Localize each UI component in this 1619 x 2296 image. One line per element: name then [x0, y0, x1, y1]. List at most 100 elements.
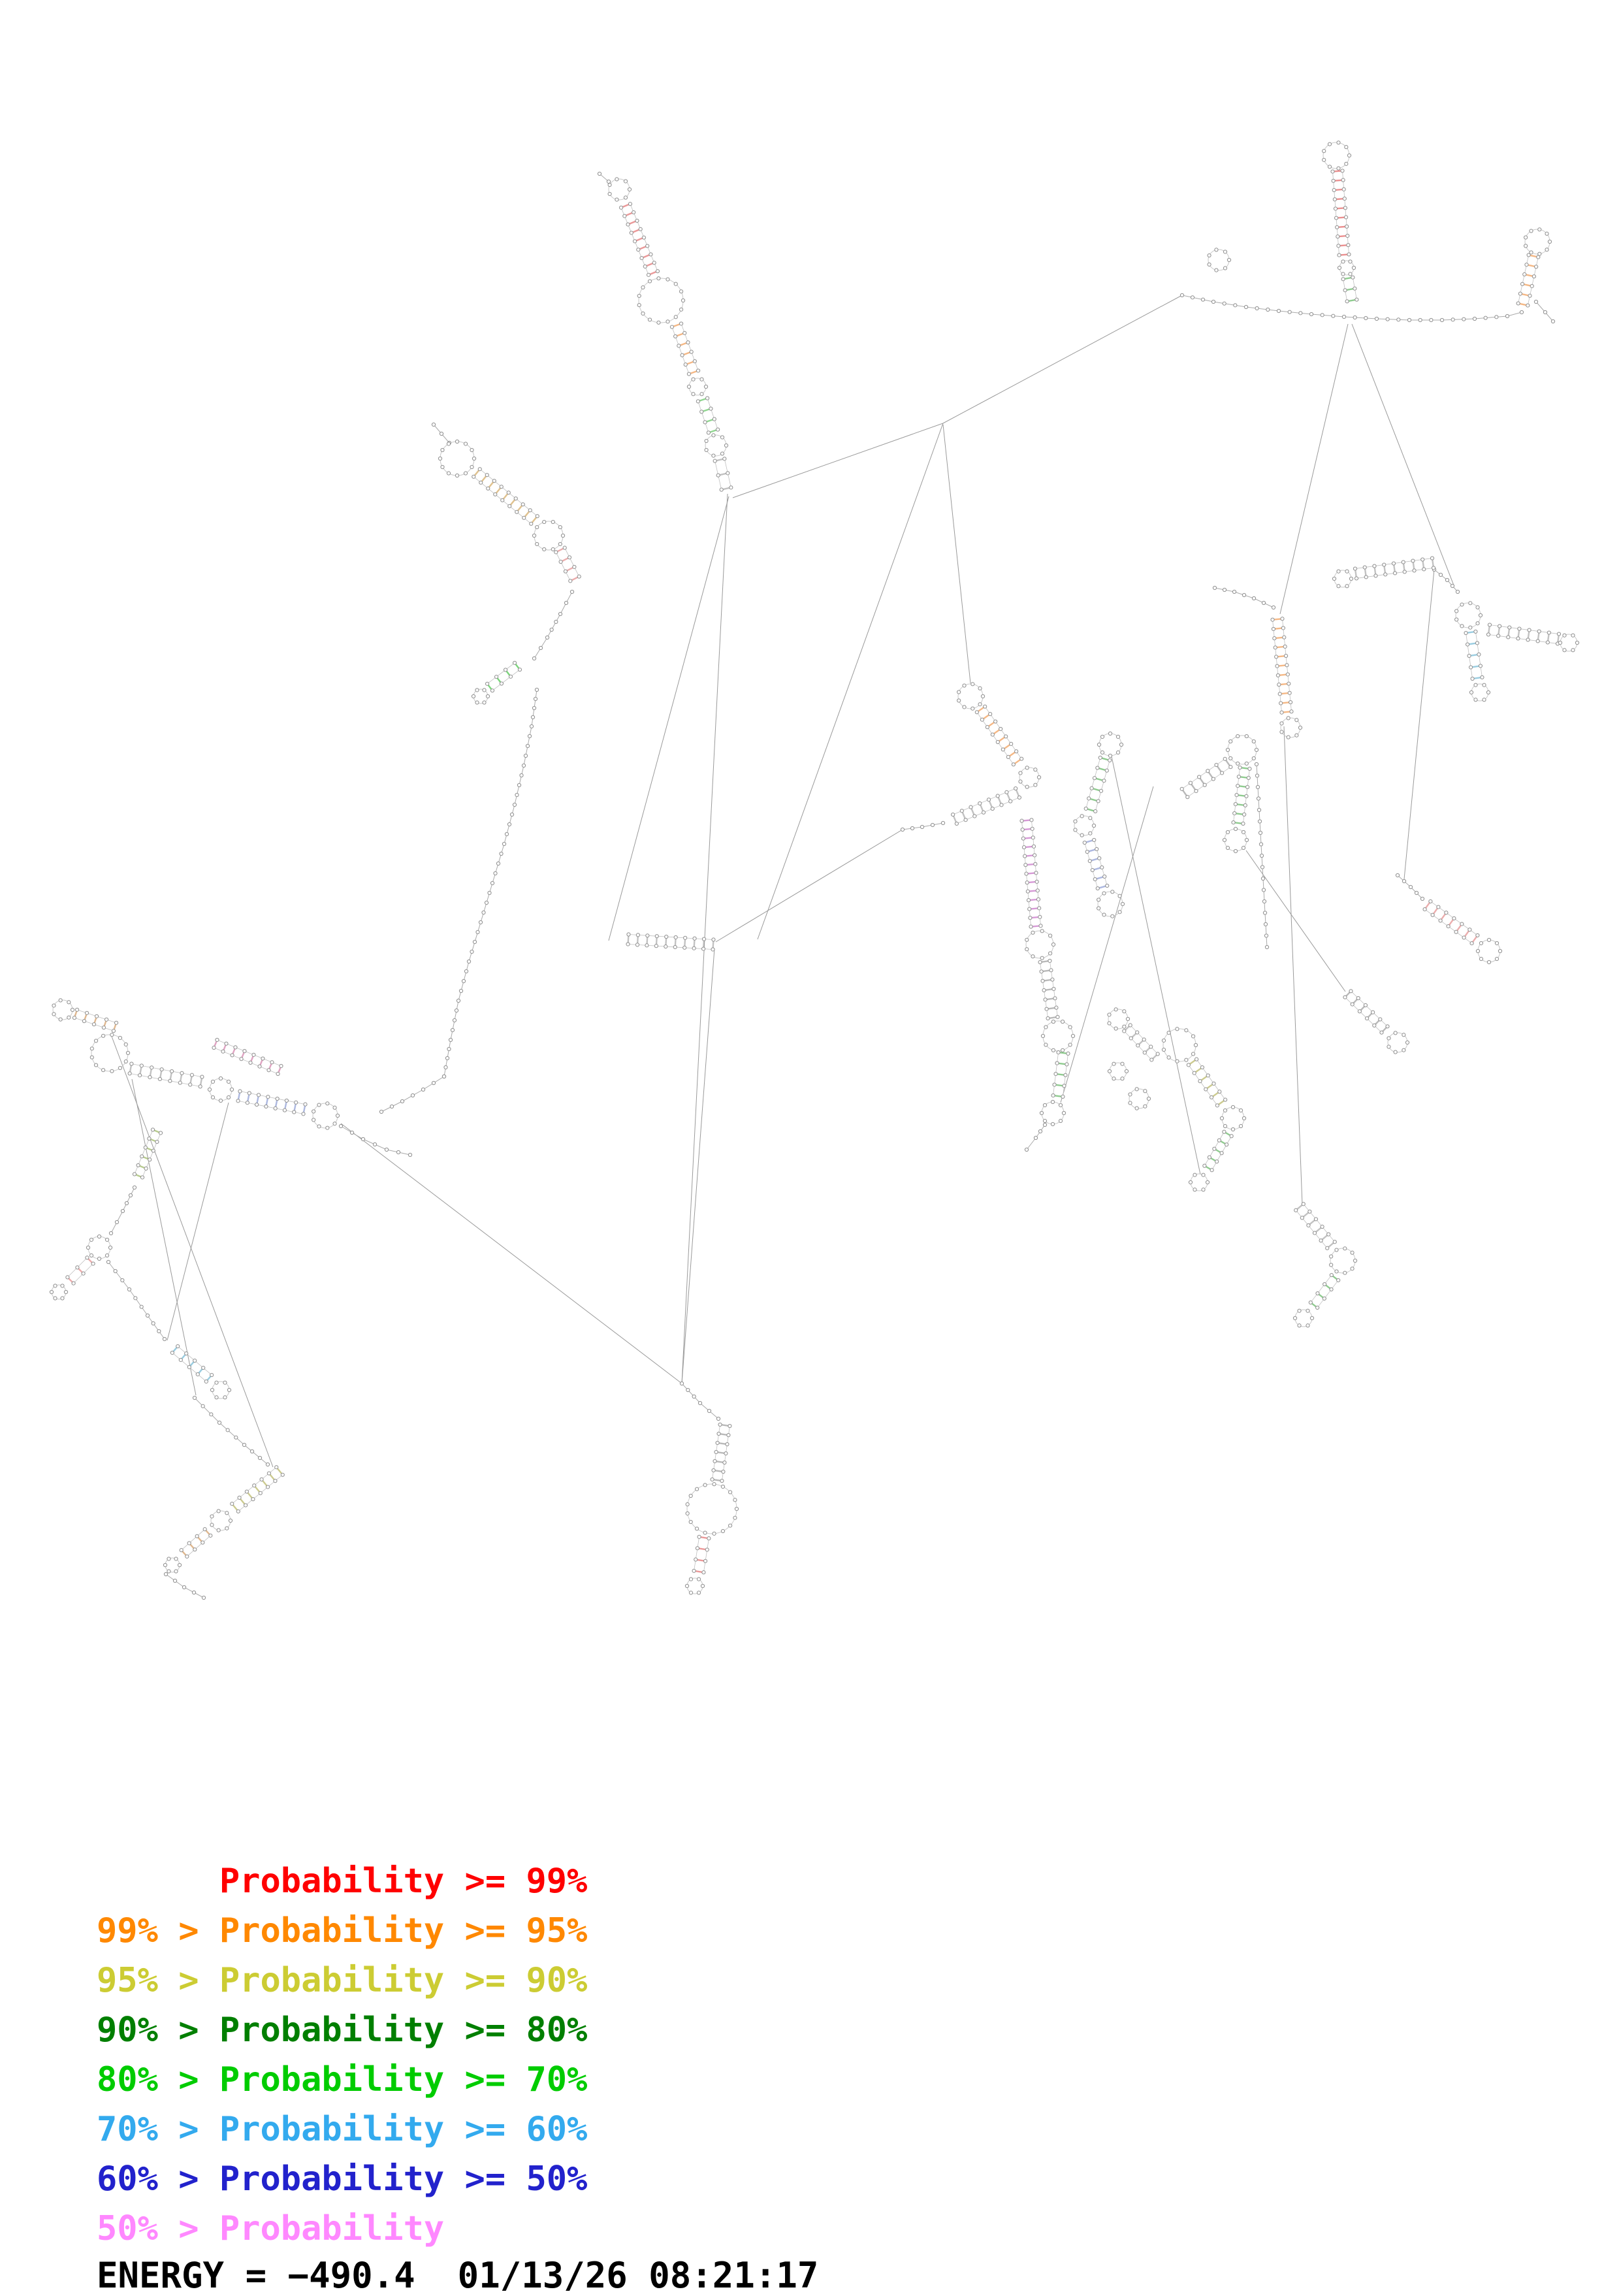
rna-loop	[1524, 227, 1552, 256]
rna-loop	[89, 1033, 131, 1073]
rna-helix	[669, 321, 701, 376]
rna-loop	[1225, 734, 1259, 766]
rna-helix	[1516, 253, 1541, 308]
rna-strand	[1024, 1122, 1048, 1152]
rna-strand	[431, 422, 452, 445]
rna-loop	[1475, 937, 1503, 965]
rna-line	[131, 1078, 197, 1396]
rna-helix	[1308, 1272, 1341, 1310]
rna-helix	[212, 1037, 283, 1076]
rna-line	[1060, 786, 1154, 1103]
rna-line	[942, 295, 1183, 424]
legend-line: 95% > Probability >= 90%	[97, 1961, 588, 2000]
rna-strand	[379, 1074, 447, 1114]
rna-helix	[1422, 899, 1480, 946]
rna-helix	[1343, 989, 1390, 1035]
rna-helix	[1294, 1202, 1337, 1250]
rna-helix	[65, 1255, 95, 1285]
rna-loop	[210, 1380, 232, 1400]
rna-loop	[1219, 1105, 1247, 1132]
rna-loop	[704, 433, 729, 458]
rna-loop	[438, 439, 477, 478]
rna-loop	[52, 998, 75, 1022]
rna-helix	[710, 1422, 732, 1483]
rna-helix	[230, 1465, 285, 1513]
rna-line	[681, 948, 715, 1384]
rna-line	[1283, 726, 1303, 1205]
rna-loop	[1322, 140, 1352, 170]
rna-loop	[685, 1482, 739, 1536]
rna-loop	[1188, 1172, 1210, 1192]
rna-helix	[1486, 623, 1562, 646]
rna-strand	[192, 1395, 270, 1467]
rna-strand	[597, 171, 611, 184]
rna-loop	[1039, 1099, 1066, 1127]
rna-helix	[1019, 818, 1043, 929]
rna-helix	[1038, 958, 1060, 1021]
rna-helix	[1330, 169, 1351, 257]
rna-loop	[1025, 929, 1056, 960]
rna-line	[167, 1102, 229, 1341]
legend-line: 80% > Probability >= 70%	[97, 2060, 588, 2099]
rna-loop	[686, 377, 709, 396]
rna-loop	[1161, 1027, 1198, 1063]
rna-helix	[1083, 755, 1112, 814]
rna-strand	[1533, 299, 1556, 324]
rna-strand	[163, 1572, 206, 1600]
rna-loop	[532, 519, 566, 552]
rna-helix	[236, 1089, 308, 1116]
rna-line	[1279, 323, 1349, 615]
rna-line	[608, 496, 729, 941]
rna-loop	[637, 276, 686, 325]
rna-loop	[207, 1076, 234, 1103]
rna-loop	[1222, 826, 1249, 854]
rna-strand	[679, 1381, 721, 1421]
rna-helix	[127, 1061, 204, 1089]
rna-helix	[1202, 1129, 1234, 1172]
legend-line: 90% > Probability >= 80%	[97, 2011, 588, 2050]
rna-helix	[1082, 837, 1110, 891]
rna-helix	[1353, 556, 1436, 581]
rna-helix	[974, 704, 1024, 767]
rna-strand	[108, 1185, 137, 1236]
energy-text: ENERGY = −490.4 01/13/26 08:21:17	[97, 2255, 819, 2296]
rna-strand	[532, 589, 575, 661]
rna-helix	[179, 1527, 213, 1559]
rna-structure-canvas	[49, 140, 1580, 1600]
rna-loop	[1454, 601, 1483, 630]
rna-strand	[1395, 873, 1425, 901]
rna-loop	[312, 1101, 340, 1130]
rna-loop	[1387, 1031, 1410, 1054]
rna-loop	[1128, 1087, 1151, 1110]
rna-helix	[1051, 1050, 1070, 1099]
legend-line: Probability >= 99%	[97, 1862, 588, 1901]
rna-loop	[1097, 890, 1125, 918]
rna-helix	[1122, 1023, 1160, 1062]
rna-helix	[132, 1127, 163, 1180]
legend-line: 50% > Probability	[97, 2209, 445, 2248]
rna-helix	[170, 1344, 214, 1384]
rna-helix	[618, 202, 660, 277]
rna-helix	[713, 457, 733, 492]
rna-loop	[1018, 766, 1042, 789]
rna-helix	[1341, 275, 1359, 304]
legend-line: 99% > Probability >= 95%	[97, 1911, 588, 1950]
rna-loop	[1040, 1020, 1076, 1052]
rna-loop	[1292, 1308, 1315, 1328]
rna-loop	[1329, 1246, 1358, 1275]
rna-loop	[1097, 731, 1124, 758]
rna-helix	[951, 786, 1021, 826]
rna-strand	[900, 820, 946, 832]
rna-loop	[210, 1509, 233, 1532]
rna-line	[1111, 756, 1201, 1175]
rna-line	[715, 829, 903, 943]
rna-helix	[1270, 617, 1294, 715]
rna-helix	[696, 396, 720, 435]
rna-helix	[554, 545, 581, 583]
rna-line	[942, 424, 971, 684]
rna-loop	[1332, 569, 1354, 589]
rna-helix	[626, 932, 716, 952]
rna-line	[110, 1034, 274, 1468]
rna-loop	[957, 682, 986, 711]
rna-helix	[1186, 1057, 1228, 1108]
